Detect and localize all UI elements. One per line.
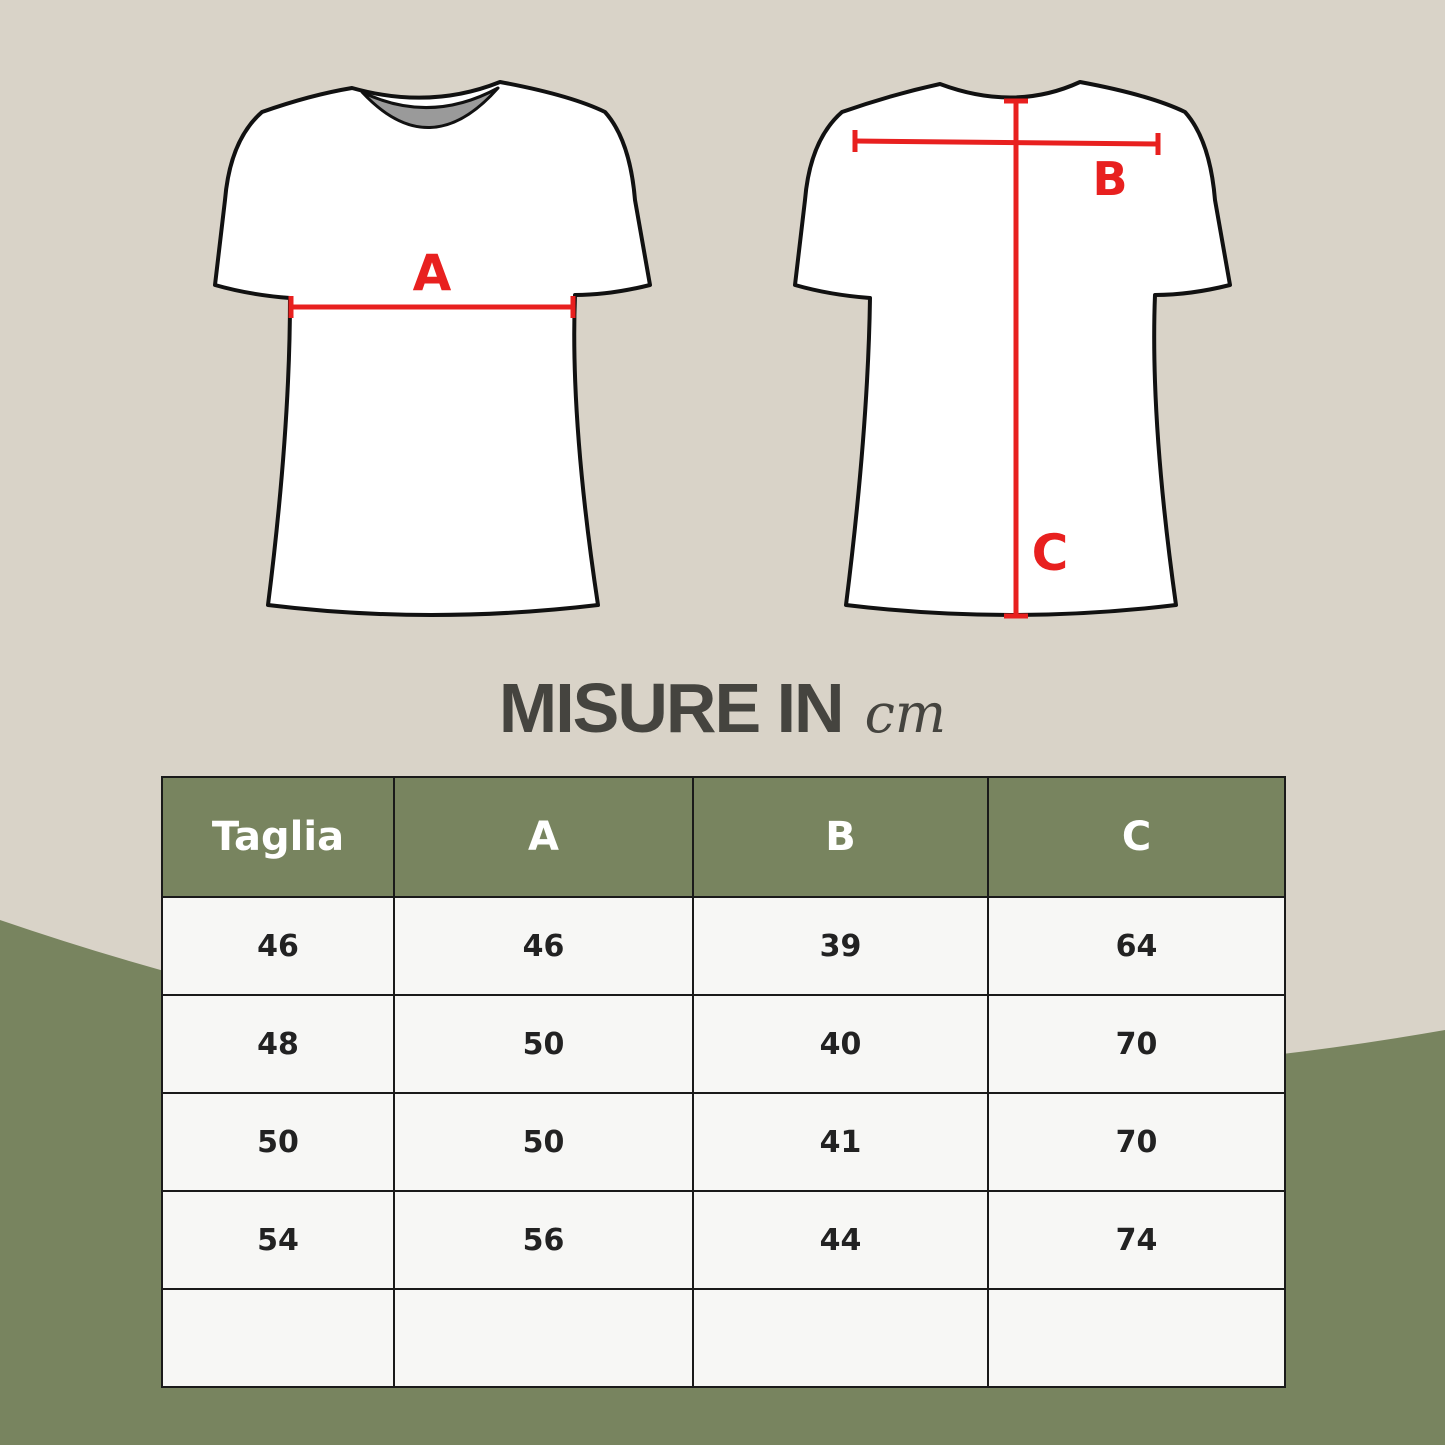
table-cell xyxy=(161,1288,395,1388)
table-row: 48 50 40 70 xyxy=(161,994,1286,1094)
table-cell: 50 xyxy=(161,1092,395,1192)
measurement-b xyxy=(852,130,1161,155)
header-a: A xyxy=(393,776,694,898)
label-a: A xyxy=(413,244,452,302)
table-cell xyxy=(987,1288,1286,1388)
header-c: C xyxy=(987,776,1286,898)
table-cell: 39 xyxy=(692,896,989,996)
table-cell xyxy=(393,1288,694,1388)
table-row: 46 46 39 64 xyxy=(161,896,1286,996)
table-header-row: Taglia A B C xyxy=(161,776,1286,898)
label-c: C xyxy=(1032,524,1069,582)
table-cell: 44 xyxy=(692,1190,989,1290)
table-cell: 50 xyxy=(393,994,694,1094)
table-cell: 74 xyxy=(987,1190,1286,1290)
tshirt-front xyxy=(213,80,652,617)
measurement-a xyxy=(288,296,576,318)
table-cell: 70 xyxy=(987,1092,1286,1192)
table-cell: 48 xyxy=(161,994,395,1094)
measurement-c xyxy=(1004,98,1028,619)
header-taglia: Taglia xyxy=(161,776,395,898)
page-title: MISURE IN cm xyxy=(0,668,1445,748)
table-cell xyxy=(692,1288,989,1388)
title-unit: cm xyxy=(864,682,947,745)
table-cell: 64 xyxy=(987,896,1286,996)
table-cell: 41 xyxy=(692,1092,989,1192)
tshirt-diagram: A B C xyxy=(213,80,1232,619)
table-cell: 46 xyxy=(161,896,395,996)
label-b: B xyxy=(1092,152,1127,206)
title-main: MISURE IN xyxy=(498,669,845,747)
table-cell: 54 xyxy=(161,1190,395,1290)
size-table: Taglia A B C 46 46 39 64 48 50 40 70 50 50 41 70 54 5… xyxy=(161,776,1286,1388)
table-cell: 70 xyxy=(987,994,1286,1094)
table-row: 54 56 44 74 xyxy=(161,1190,1286,1290)
table-cell: 40 xyxy=(692,994,989,1094)
table-row: 50 50 41 70 xyxy=(161,1092,1286,1192)
tshirt-back xyxy=(793,80,1232,617)
table-cell: 50 xyxy=(393,1092,694,1192)
header-b: B xyxy=(692,776,989,898)
table-cell: 46 xyxy=(393,896,694,996)
table-row xyxy=(161,1288,1286,1388)
table-cell: 56 xyxy=(393,1190,694,1290)
